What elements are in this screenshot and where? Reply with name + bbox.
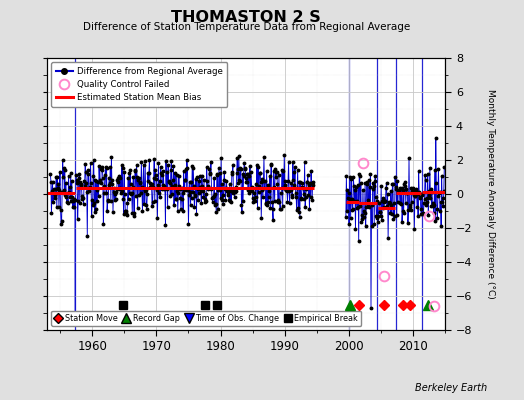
Text: Berkeley Earth: Berkeley Earth: [415, 383, 487, 393]
Text: THOMASTON 2 S: THOMASTON 2 S: [171, 10, 321, 25]
Legend: Station Move, Record Gap, Time of Obs. Change, Empirical Break: Station Move, Record Gap, Time of Obs. C…: [51, 310, 362, 326]
Text: Difference of Station Temperature Data from Regional Average: Difference of Station Temperature Data f…: [83, 22, 410, 32]
Y-axis label: Monthly Temperature Anomaly Difference (°C): Monthly Temperature Anomaly Difference (…: [486, 89, 495, 299]
